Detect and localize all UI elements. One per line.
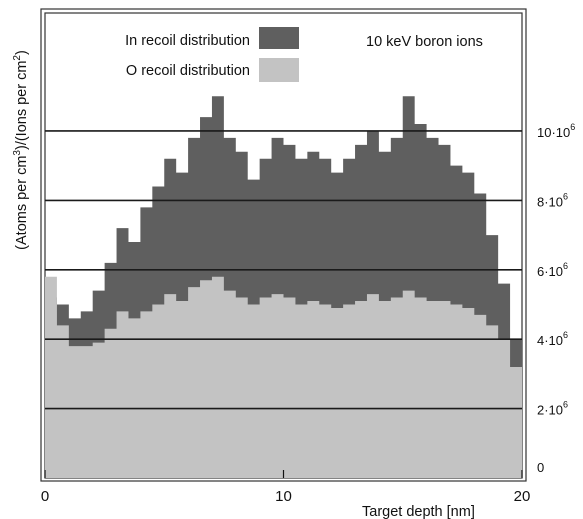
legend-label-o: O recoil distribution — [126, 63, 250, 79]
y-tick-base-0: 0 — [537, 460, 544, 475]
y-label-part-2: )/(Ions per cm — [14, 61, 30, 150]
y-tick-base-1: 2·10 — [537, 403, 563, 418]
y-label-sup-2: 2 — [12, 55, 23, 61]
x-tick-label-2: 20 — [514, 488, 531, 505]
o-recoil-area — [45, 276, 522, 478]
y-tick-label-0: 0 — [537, 460, 544, 475]
legend-label-in: In recoil distribution — [125, 33, 250, 49]
y-tick-label-3: 6·106 — [537, 261, 568, 279]
y-tick-base-5: 10·10 — [537, 125, 570, 140]
y-tick-exp-2: 6 — [563, 330, 568, 340]
y-tick-exp-4: 6 — [563, 191, 568, 201]
area-layer — [45, 96, 522, 479]
plot-frame-outer — [40, 8, 527, 482]
x-tick-label-0: 0 — [41, 488, 49, 505]
x-axis-label: Target depth [nm] — [362, 504, 475, 519]
y-label-sup-1: 3 — [12, 150, 23, 156]
y-tick-base-2: 4·10 — [537, 333, 563, 348]
y-tick-label-5: 10·106 — [537, 122, 575, 140]
legend-swatch-in — [259, 27, 299, 49]
y-tick-base-4: 8·10 — [537, 194, 563, 209]
x-tick-labels: 0 10 20 — [41, 470, 531, 505]
y-axis-label: (Atoms per cm3)/(Ions per cm2) — [12, 50, 30, 250]
y-tick-label-1: 2·106 — [537, 400, 568, 418]
legend-swatch-o — [259, 58, 299, 82]
legend: In recoil distribution O recoil distribu… — [125, 27, 299, 82]
y-tick-label-4: 8·106 — [537, 191, 568, 209]
grid-layer — [45, 130, 522, 410]
y-label-part-3: ) — [14, 50, 30, 55]
y-label-part-1: (Atoms per cm — [14, 156, 30, 250]
y-tick-label-2: 4·106 — [537, 330, 568, 348]
annotation-text: 10 keV boron ions — [366, 34, 483, 50]
y-tick-base-3: 6·10 — [537, 264, 563, 279]
y-tick-exp-5: 6 — [570, 122, 575, 132]
y-tick-exp-1: 6 — [563, 400, 568, 410]
y-tick-exp-3: 6 — [563, 261, 568, 271]
x-tick-label-1: 10 — [275, 488, 292, 505]
